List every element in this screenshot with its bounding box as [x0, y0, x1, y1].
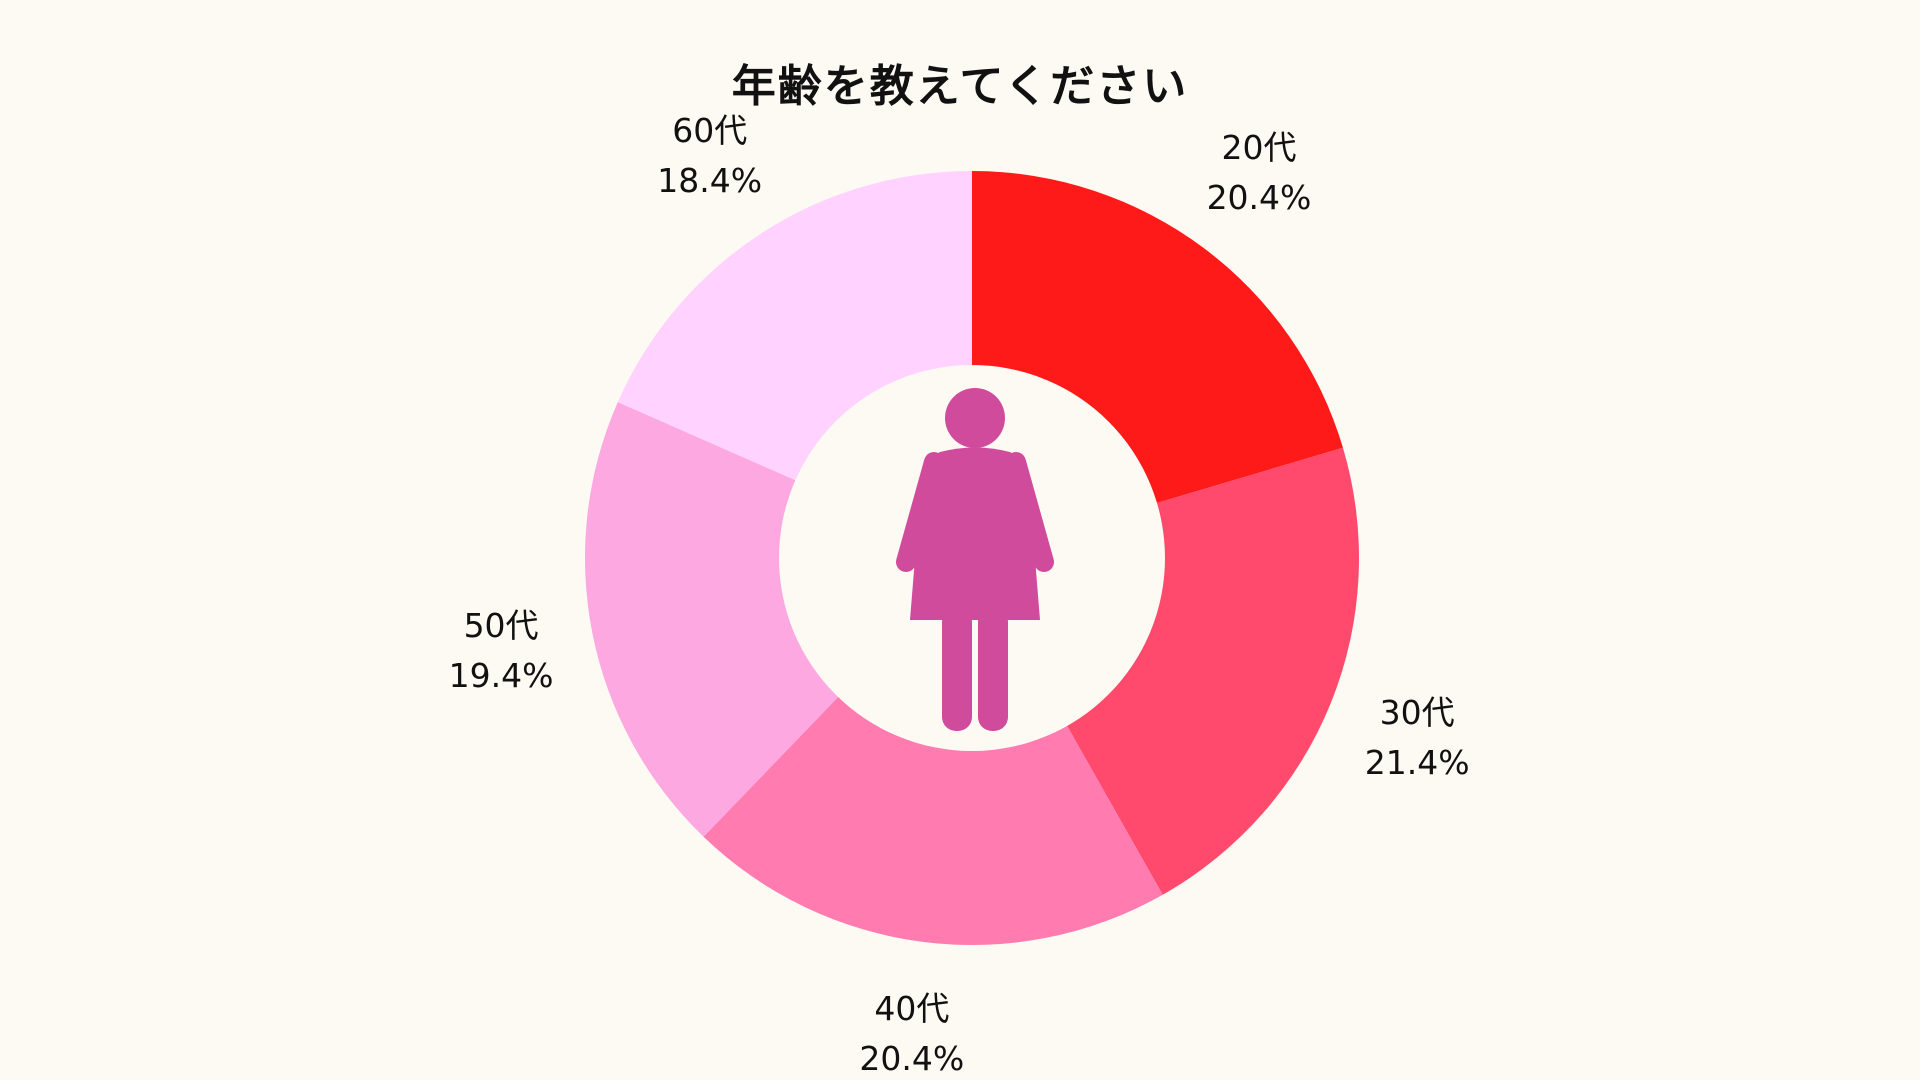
woman-icon	[896, 388, 1054, 731]
slice-label-value: 20.4%	[1206, 178, 1312, 218]
slice-label-category: 50代	[463, 605, 539, 645]
slice-label: 50代 19.4%	[391, 601, 611, 701]
slice-40代	[703, 558, 1163, 945]
slice-label: 60代 18.4%	[600, 106, 820, 206]
slice-label-value: 19.4%	[448, 655, 554, 695]
slice-label: 30代 21.4%	[1307, 688, 1527, 788]
chart-title: 年齢を教えてください	[731, 61, 1189, 112]
slice-label-category: 60代	[672, 110, 748, 150]
slice-label: 20代 20.4%	[1149, 123, 1369, 223]
slice-label-value: 18.4%	[657, 160, 763, 200]
slice-50代	[585, 402, 972, 837]
slice-label-category: 30代	[1379, 692, 1455, 732]
slice-label-value: 20.4%	[859, 1039, 965, 1079]
slice-label-value: 21.4%	[1364, 742, 1470, 782]
slice-label-category: 40代	[874, 989, 950, 1029]
slice-label: 40代 20.4%	[802, 984, 1022, 1080]
slice-label-category: 20代	[1221, 128, 1297, 168]
